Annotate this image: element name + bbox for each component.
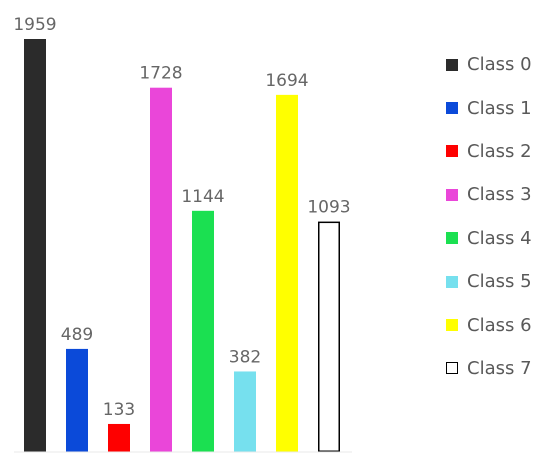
data-label: 1144 [181,187,224,207]
legend-swatch [446,145,458,158]
legend-label: Class 6 [467,314,532,336]
legend-label: Class 2 [467,140,532,162]
legend-swatch [446,102,458,115]
legend: Class 0 Class 1 Class 2 Class 3 Class 4 Class… [446,43,550,390]
legend-swatch [446,232,458,245]
bar-class-1 [66,348,88,452]
legend-swatch [446,319,458,332]
legend-swatch [446,362,458,375]
legend-item: Class 6 [446,303,550,346]
bar-class-0 [24,39,46,452]
data-label: 489 [61,325,93,345]
legend-item: Class 2 [446,130,550,173]
legend-label: Class 0 [467,54,532,76]
legend-item: Class 3 [446,173,550,216]
legend-item: Class 0 [446,43,550,86]
data-labels-group: 1959 489 133 1728 1144 382 1694 1093 [13,15,350,420]
legend-label: Class 4 [467,227,532,249]
bar-class-6 [276,94,298,452]
bar-class-4 [192,210,214,452]
legend-label: Class 1 [467,97,532,119]
data-label: 1959 [13,15,56,35]
data-label: 1728 [139,64,182,84]
legend-swatch [446,188,458,201]
legend-item: Class 5 [446,260,550,303]
bar-class-5 [234,371,256,452]
legend-item: Class 1 [446,86,550,129]
legend-swatch [446,58,458,71]
bar-class-7 [318,221,340,452]
data-label: 1093 [307,198,350,218]
bar-class-2 [108,423,130,452]
data-label: 1694 [265,71,308,91]
bar-class-3 [150,87,172,453]
legend-label: Class 5 [467,271,532,293]
legend-item: Class 7 [446,347,550,390]
legend-label: Class 7 [467,357,532,379]
legend-swatch [446,275,458,288]
bars-group [24,39,340,453]
bar-chart: 1959 489 133 1728 1144 382 1694 1093 [13,15,352,453]
legend-label: Class 3 [467,184,532,206]
legend-item: Class 4 [446,217,550,260]
data-label: 382 [229,347,261,367]
data-label: 133 [103,400,135,420]
